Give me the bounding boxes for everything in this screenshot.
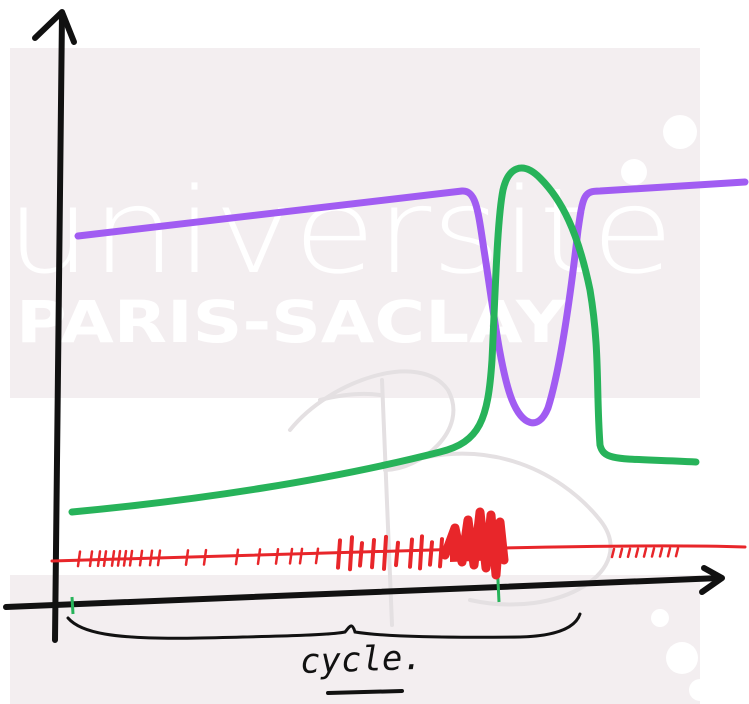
red-spike	[610, 547, 616, 559]
red-spike	[418, 534, 424, 571]
red-spike	[202, 548, 208, 566]
red-spike	[274, 547, 280, 565]
red-spike	[626, 547, 632, 559]
x-axis-label-underline	[326, 689, 404, 695]
watermark: universite PARIS-SACLAY	[6, 48, 711, 704]
red-spike	[76, 550, 82, 568]
cycle-bracket	[66, 612, 582, 640]
red-spike	[234, 548, 240, 566]
red-burst-fill	[450, 538, 500, 562]
red-spike	[156, 549, 162, 567]
red-spike	[256, 548, 262, 566]
red-spike	[122, 549, 128, 567]
red-spike	[298, 547, 304, 565]
y-axis	[52, 11, 65, 643]
watermark-dot-icon	[651, 609, 669, 627]
red-spike	[358, 541, 364, 568]
watermark-pb-signature	[288, 369, 613, 627]
red-spikes	[76, 534, 680, 572]
watermark-dot-icon	[689, 679, 711, 701]
green-curve	[68, 164, 700, 516]
red-spike	[382, 534, 388, 571]
green-tick-mark	[70, 596, 75, 615]
watermark-dot-icon	[666, 642, 698, 674]
y-axis-arrowhead-icon	[32, 9, 77, 45]
red-spike	[658, 547, 664, 558]
axes	[3, 9, 725, 643]
red-spike	[88, 550, 94, 568]
red-spike	[674, 546, 680, 558]
red-spike	[184, 549, 190, 566]
red-spike	[370, 538, 376, 570]
red-spike	[148, 549, 154, 567]
purple-curve	[74, 178, 749, 427]
red-spike	[138, 549, 144, 567]
x-axis-label: cycle.	[299, 638, 423, 682]
red-spike	[314, 547, 320, 565]
red-spike	[408, 537, 414, 569]
x-axis-arrowhead-icon	[699, 565, 725, 595]
red-spike	[394, 540, 400, 568]
watermark-dot-icon	[663, 115, 697, 149]
red-spike	[336, 538, 342, 570]
watermark-panel-bottom	[10, 575, 700, 704]
red-spike	[642, 547, 648, 558]
red-spike	[428, 540, 434, 567]
x-axis	[3, 575, 723, 610]
red-spike-train	[50, 507, 747, 580]
watermark-dot-icon	[621, 159, 647, 185]
red-spike	[438, 537, 444, 569]
red-spike	[96, 550, 102, 568]
red-spike	[110, 550, 116, 567]
red-spike	[116, 549, 122, 567]
watermark-panel-top	[10, 48, 700, 398]
watermark-paris-saclay-text: PARIS-SACLAY	[16, 288, 567, 356]
red-spike	[618, 547, 624, 559]
red-spike	[288, 547, 294, 565]
red-spike	[128, 549, 134, 567]
red-spike	[348, 535, 354, 572]
red-spike	[102, 550, 108, 567]
red-spike	[666, 547, 672, 558]
red-spike	[634, 547, 640, 558]
red-spike	[650, 547, 656, 558]
